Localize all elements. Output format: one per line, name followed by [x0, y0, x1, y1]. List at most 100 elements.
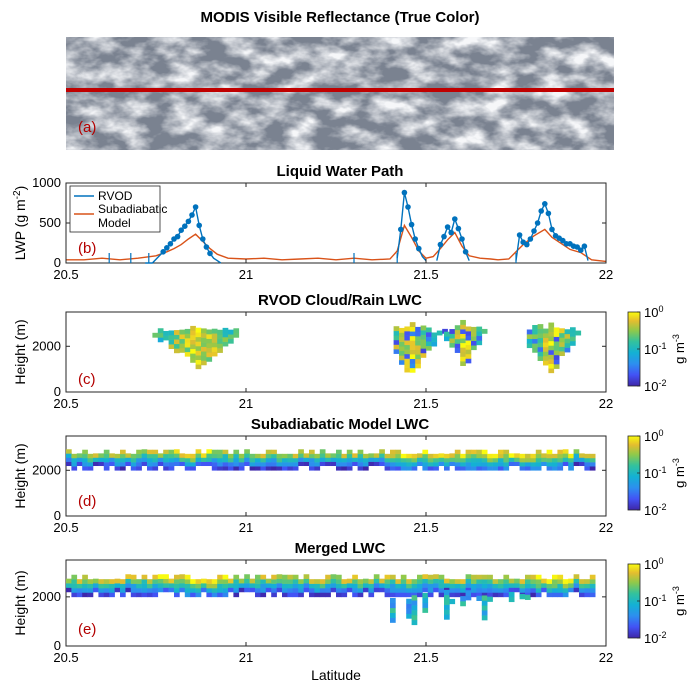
subadiabatic-cell: [395, 449, 402, 455]
merged-cell: [352, 583, 358, 589]
merged-cell: [168, 578, 175, 584]
rvod-lwp-line: [436, 216, 470, 261]
subadiabatic-cell: [454, 466, 461, 471]
subadiabatic-cell: [498, 453, 504, 459]
merged-cell: [87, 592, 94, 598]
merged-rain-cell: [449, 598, 456, 605]
merged-cell: [303, 578, 310, 584]
rvod-cell: [548, 354, 555, 360]
lwp-ylabel-exp: -2: [12, 190, 23, 199]
subadiabatic-cell: [525, 462, 531, 467]
subadiabatic-cell: [265, 449, 272, 455]
subadiabatic-cell: [336, 449, 342, 455]
merged-cell: [298, 583, 304, 589]
merged-cell: [557, 583, 564, 589]
merged-cell: [190, 583, 196, 589]
subadiabatic-cell: [271, 462, 277, 467]
merged-cell: [249, 587, 256, 593]
subadiabatic-cell: [471, 462, 477, 467]
rvod-cell: [460, 342, 466, 348]
rvod-cell: [184, 328, 191, 334]
subadiabatic-cell: [114, 462, 121, 467]
subadiabatic-cell: [481, 466, 488, 471]
subadiabatic-cell: [427, 462, 434, 467]
merged-cell: [287, 592, 294, 598]
subadiabatic-cell: [568, 462, 574, 467]
rvod-lwp-point: [178, 227, 184, 233]
merged-cell: [395, 579, 402, 584]
merged-cell: [103, 579, 110, 584]
rvod-yticks: 0 2000: [32, 338, 606, 399]
subadiabatic-cell: [255, 466, 261, 471]
rvod-cell: [526, 329, 533, 335]
rvod-cell: [564, 333, 571, 339]
merged-cell: [341, 583, 348, 589]
merged-cell: [346, 583, 353, 588]
subadiabatic-cell: [163, 466, 169, 471]
xaxis-label: Latitude: [311, 667, 361, 683]
merged-cell: [552, 574, 558, 580]
subadiabatic-cell: [130, 466, 137, 471]
subadiabatic-cell: [228, 457, 234, 463]
merged-cell: [206, 588, 213, 593]
merged-cell: [174, 574, 180, 580]
rvod-cell: [548, 322, 555, 328]
colorbar-tick-label: 100: [644, 428, 663, 444]
y-tick-label: 0: [54, 638, 61, 653]
rvod-cell: [190, 348, 196, 354]
merged-rain-cell: [465, 595, 472, 601]
colorbar-tick-base: 10: [644, 466, 658, 481]
subadiabatic-cell: [217, 462, 223, 467]
subadiabatic-cell: [503, 449, 510, 455]
rvod-cell: [222, 341, 229, 347]
merged-cell: [244, 587, 250, 593]
subadiabatic-cell: [109, 453, 115, 458]
subadiabatic-cell: [136, 466, 142, 471]
colorbar-tick-exp: 0: [658, 304, 663, 314]
merged-cell: [325, 583, 331, 589]
rvod-cell: [460, 338, 466, 344]
subadiabatic-cell: [557, 466, 564, 471]
merged-rain-cell: [422, 607, 429, 613]
merged-cell: [66, 578, 72, 584]
merged-cell: [557, 574, 564, 580]
merged-cell: [481, 592, 488, 598]
merged-cell: [179, 583, 186, 588]
merged-cell: [465, 587, 472, 593]
merged-cell: [287, 588, 294, 593]
merged-cell: [330, 578, 337, 584]
merged-rain-cell: [444, 589, 450, 596]
panel-a: MODIS Visible Reflectance (True Color) (…: [66, 9, 614, 150]
subadiabatic-cell: [125, 461, 132, 467]
subadiabatic-cell: [411, 457, 418, 463]
rvod-cell: [195, 332, 202, 338]
merged-cell: [125, 574, 132, 579]
merged-cell: [546, 583, 553, 589]
merged-cell: [152, 592, 159, 598]
merged-cell: [562, 579, 569, 584]
merged-cell: [206, 579, 213, 584]
merged-cell: [562, 588, 569, 593]
rvod-cell: [222, 337, 229, 342]
merged-cell: [152, 574, 159, 580]
subadiabatic-cell: [141, 457, 148, 462]
x-tick-label: 21.5: [413, 396, 438, 411]
rvod-cell: [399, 337, 405, 342]
subadiabatic-cell: [87, 457, 94, 463]
subadiabatic-cell: [433, 453, 439, 459]
y-tick-label: 0: [54, 384, 61, 399]
merged-cell: [514, 578, 520, 584]
subadiabatic-cell: [114, 457, 121, 463]
y-tick-label: 2000: [32, 338, 61, 353]
merged-ylabel: Height (m): [12, 570, 28, 635]
subadiabatic-cell: [422, 466, 429, 471]
merged-cell: [152, 588, 159, 593]
subadiabatic-cell: [346, 462, 353, 467]
merged-cell: [282, 588, 288, 593]
merged-cell: [163, 587, 169, 593]
subadiabatic-cell: [552, 462, 558, 467]
subadiabatic-cell: [546, 466, 553, 471]
subadiabatic-cell: [271, 453, 277, 459]
subadiabatic-cell: [168, 466, 175, 471]
subadiabatic-cell: [325, 461, 331, 467]
